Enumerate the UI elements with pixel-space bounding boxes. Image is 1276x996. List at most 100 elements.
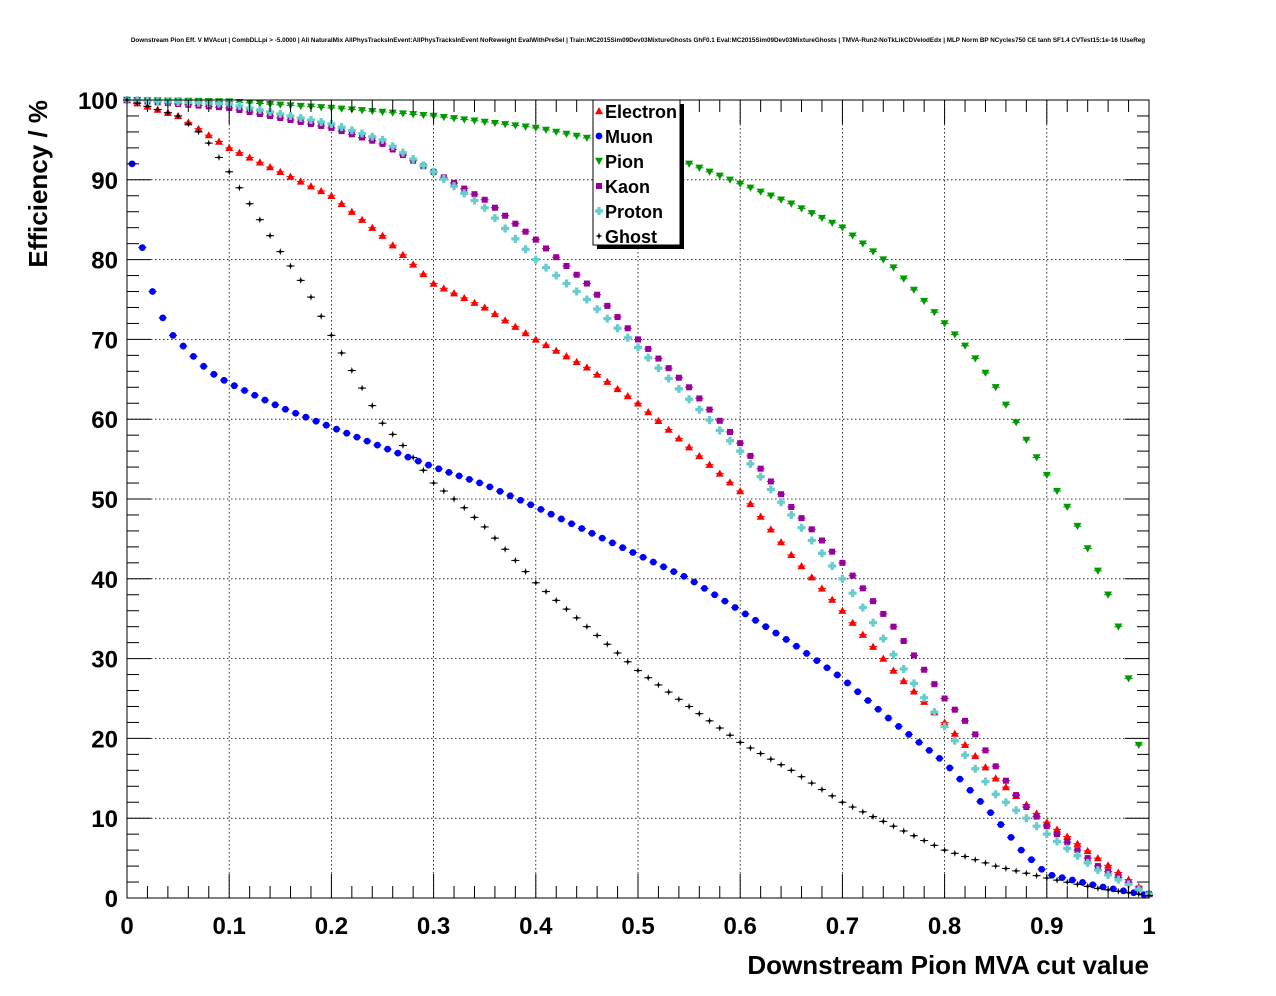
proton-point	[930, 708, 939, 717]
kaon-point	[686, 384, 693, 391]
ghost-point	[971, 856, 979, 864]
kaon-point	[491, 204, 498, 211]
electron-point	[644, 408, 653, 416]
proton-point	[920, 693, 929, 702]
ghost-point	[450, 495, 458, 503]
muon-point	[435, 465, 443, 473]
proton-point	[797, 523, 806, 532]
proton-point	[1012, 806, 1021, 815]
kaon-point	[502, 212, 509, 219]
proton-point	[409, 155, 418, 164]
pion-point	[439, 113, 448, 122]
x-tick-label: 0.8	[928, 913, 961, 940]
electron-point	[521, 329, 530, 337]
x-tick-label: 0.2	[315, 913, 348, 940]
muon-point	[547, 510, 555, 518]
muon-point	[343, 429, 351, 437]
pion-point	[1073, 522, 1082, 531]
pion-point	[490, 119, 499, 128]
muon-point	[864, 697, 872, 704]
proton-point	[695, 405, 704, 414]
pion-point	[1093, 567, 1102, 575]
kaon-point	[726, 428, 733, 435]
muon-point	[946, 764, 954, 772]
ghost-point	[736, 738, 744, 746]
kaon-point	[512, 220, 519, 227]
ghost-point	[552, 596, 560, 604]
ghost-point	[665, 688, 673, 696]
kaon-point	[839, 559, 846, 566]
pion-point	[889, 264, 898, 272]
electron-point	[204, 131, 213, 139]
ghost-point	[1053, 876, 1061, 884]
pion-point	[797, 205, 806, 213]
electron-point	[634, 399, 642, 407]
muon-point	[609, 539, 616, 547]
ghost-point	[378, 419, 387, 427]
muon-point	[690, 578, 698, 586]
proton-point	[644, 353, 653, 362]
chart-title: Downstream Pion Eff. V MVAcut | CombDLLp…	[131, 37, 1145, 44]
muon-point	[1079, 879, 1086, 886]
proton-point	[848, 589, 857, 598]
pion-point	[1124, 675, 1133, 683]
legend-label-electron: Electron	[605, 102, 677, 122]
pion-point	[1032, 454, 1041, 462]
proton-point	[909, 679, 918, 688]
kaon-point	[747, 452, 754, 459]
proton-point	[1104, 870, 1113, 879]
electron-point	[531, 335, 540, 343]
electron-point	[501, 316, 510, 324]
ghost-point	[583, 623, 591, 631]
muon-point	[844, 679, 851, 687]
electron-point	[1053, 825, 1062, 833]
pion-point	[1083, 545, 1092, 553]
ghost-point	[532, 579, 540, 587]
electron-point	[766, 525, 775, 533]
kaon-point	[604, 302, 611, 309]
pion-point	[521, 123, 530, 131]
pion-point	[1012, 419, 1021, 427]
electron-point	[889, 666, 898, 674]
pion-point	[685, 160, 694, 168]
proton-point	[276, 109, 285, 118]
electron-point	[582, 363, 591, 371]
kaon-point	[675, 374, 682, 381]
ghost-point	[818, 785, 826, 794]
electron-point	[1083, 846, 1092, 855]
muon-point	[200, 362, 208, 370]
proton-point	[705, 415, 714, 424]
proton-point	[828, 562, 837, 571]
ghost-point	[797, 773, 806, 781]
ghost-point	[1032, 872, 1041, 880]
electron-point	[1001, 783, 1010, 791]
y-axis-title: Efficiency / %	[23, 100, 53, 268]
pion-point	[419, 111, 428, 120]
proton-point	[971, 764, 980, 773]
electron-point	[664, 425, 673, 433]
pion-point	[1134, 741, 1143, 750]
kaon-point	[522, 228, 529, 235]
ghost-point	[930, 841, 938, 849]
proton-point	[511, 234, 520, 243]
electron-point	[869, 642, 878, 650]
electron-point	[378, 231, 387, 239]
ghost-point	[154, 105, 162, 114]
ghost-point	[705, 717, 714, 725]
muon-point	[578, 525, 586, 532]
muon-point	[680, 573, 688, 580]
pion-point	[736, 180, 745, 188]
kaon-point	[471, 191, 478, 198]
ghost-point	[603, 640, 611, 648]
pion-point	[480, 118, 489, 126]
kaon-point	[543, 245, 550, 252]
kaon-point	[1023, 804, 1030, 811]
muon-point	[455, 472, 463, 480]
muon-point	[190, 352, 197, 360]
pion-point	[450, 115, 459, 123]
pion-point	[1053, 487, 1062, 496]
kaon-point	[553, 254, 560, 261]
kaon-point	[972, 731, 979, 738]
muon-point	[363, 437, 371, 445]
kaon-point	[767, 478, 774, 485]
